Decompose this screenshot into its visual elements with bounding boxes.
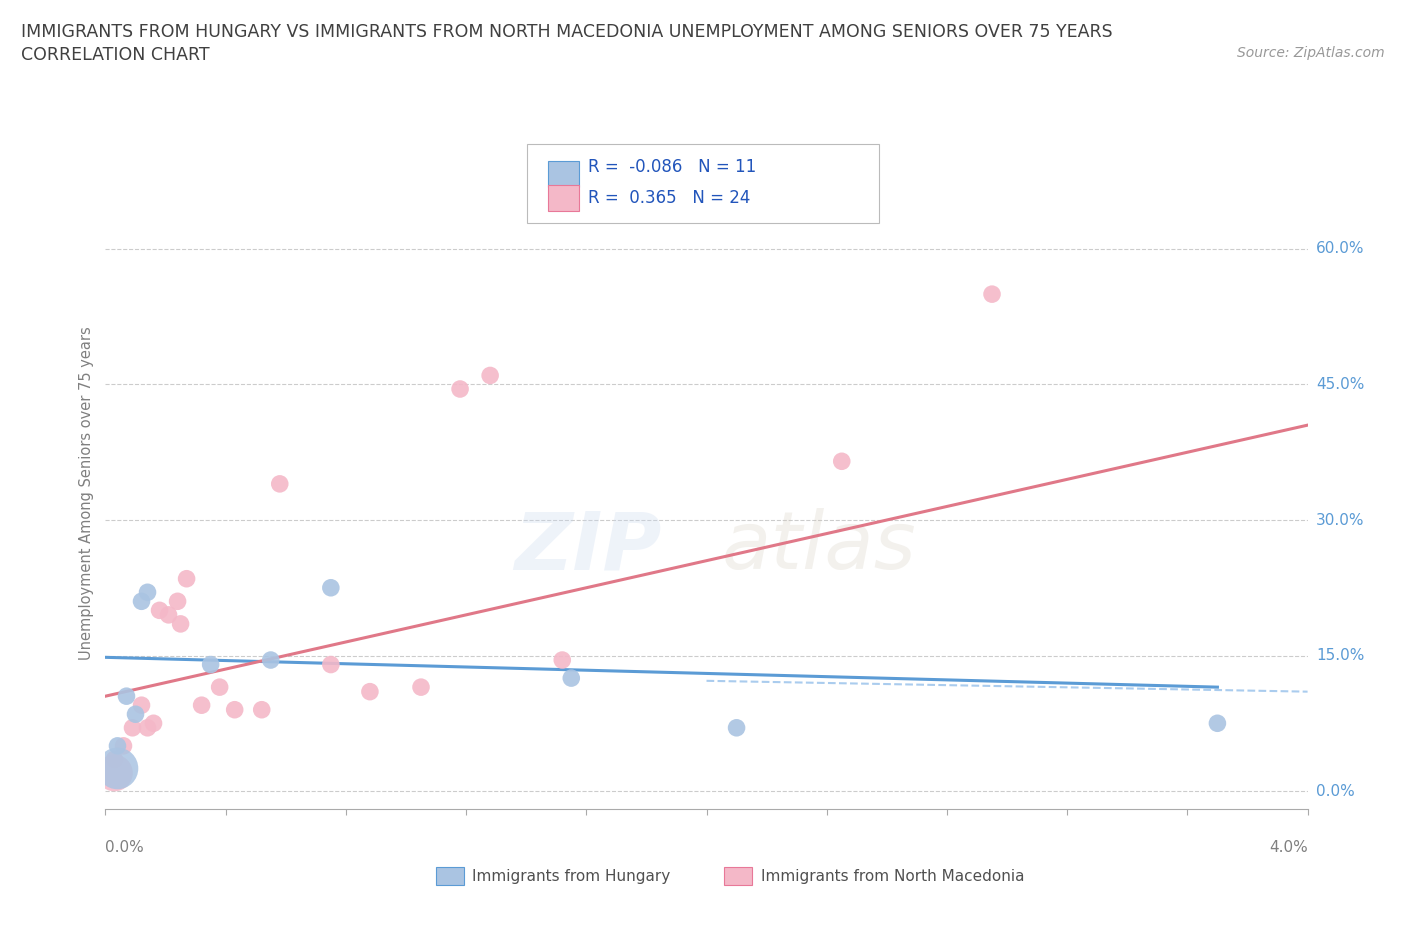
Point [166, 594, 188, 609]
Point [148, 603, 170, 618]
Point [131, 698, 153, 712]
Text: Source: ZipAtlas.com: Source: ZipAtlas.com [1237, 46, 1385, 60]
Point [250, 702, 273, 717]
Point [449, 381, 471, 396]
Point [136, 721, 159, 736]
Point [190, 698, 212, 712]
Point [359, 684, 381, 699]
Point [169, 617, 191, 631]
Point [319, 658, 342, 672]
Text: 0.0%: 0.0% [105, 840, 145, 855]
Text: CORRELATION CHART: CORRELATION CHART [21, 46, 209, 64]
Y-axis label: Unemployment Among Seniors over 75 years: Unemployment Among Seniors over 75 years [79, 326, 94, 659]
Point [131, 594, 153, 609]
Point [260, 653, 283, 668]
Text: Immigrants from Hungary: Immigrants from Hungary [472, 869, 671, 883]
Text: 30.0%: 30.0% [1316, 512, 1364, 527]
Point [224, 702, 246, 717]
Text: IMMIGRANTS FROM HUNGARY VS IMMIGRANTS FROM NORTH MACEDONIA UNEMPLOYMENT AMONG SE: IMMIGRANTS FROM HUNGARY VS IMMIGRANTS FR… [21, 23, 1112, 41]
Text: 0.0%: 0.0% [1316, 784, 1354, 799]
Point [115, 689, 138, 704]
Point [200, 658, 222, 672]
Point [176, 571, 198, 586]
Text: 4.0%: 4.0% [1268, 840, 1308, 855]
Point [831, 454, 853, 469]
Point [479, 368, 502, 383]
Point [103, 765, 125, 780]
Text: R =  -0.086   N = 11: R = -0.086 N = 11 [588, 158, 756, 176]
Text: 60.0%: 60.0% [1316, 242, 1364, 257]
Point [103, 752, 125, 767]
Point [112, 738, 135, 753]
Point [319, 580, 342, 595]
Point [725, 721, 748, 736]
Text: Immigrants from North Macedonia: Immigrants from North Macedonia [761, 869, 1024, 883]
Point [409, 680, 432, 695]
Point [121, 721, 143, 736]
Text: atlas: atlas [721, 508, 917, 586]
Point [551, 653, 574, 668]
Point [142, 716, 165, 731]
Text: 15.0%: 15.0% [1316, 648, 1364, 663]
Point [269, 476, 291, 491]
Point [208, 680, 231, 695]
Point [560, 671, 582, 685]
Text: R =  0.365   N = 24: R = 0.365 N = 24 [588, 189, 749, 207]
Point [157, 607, 180, 622]
Point [1206, 716, 1229, 731]
Point [136, 585, 159, 600]
Point [107, 738, 129, 753]
Text: ZIP: ZIP [515, 508, 661, 586]
Point [981, 286, 1004, 301]
Text: 45.0%: 45.0% [1316, 377, 1364, 392]
Point [124, 707, 146, 722]
Point [107, 761, 129, 776]
